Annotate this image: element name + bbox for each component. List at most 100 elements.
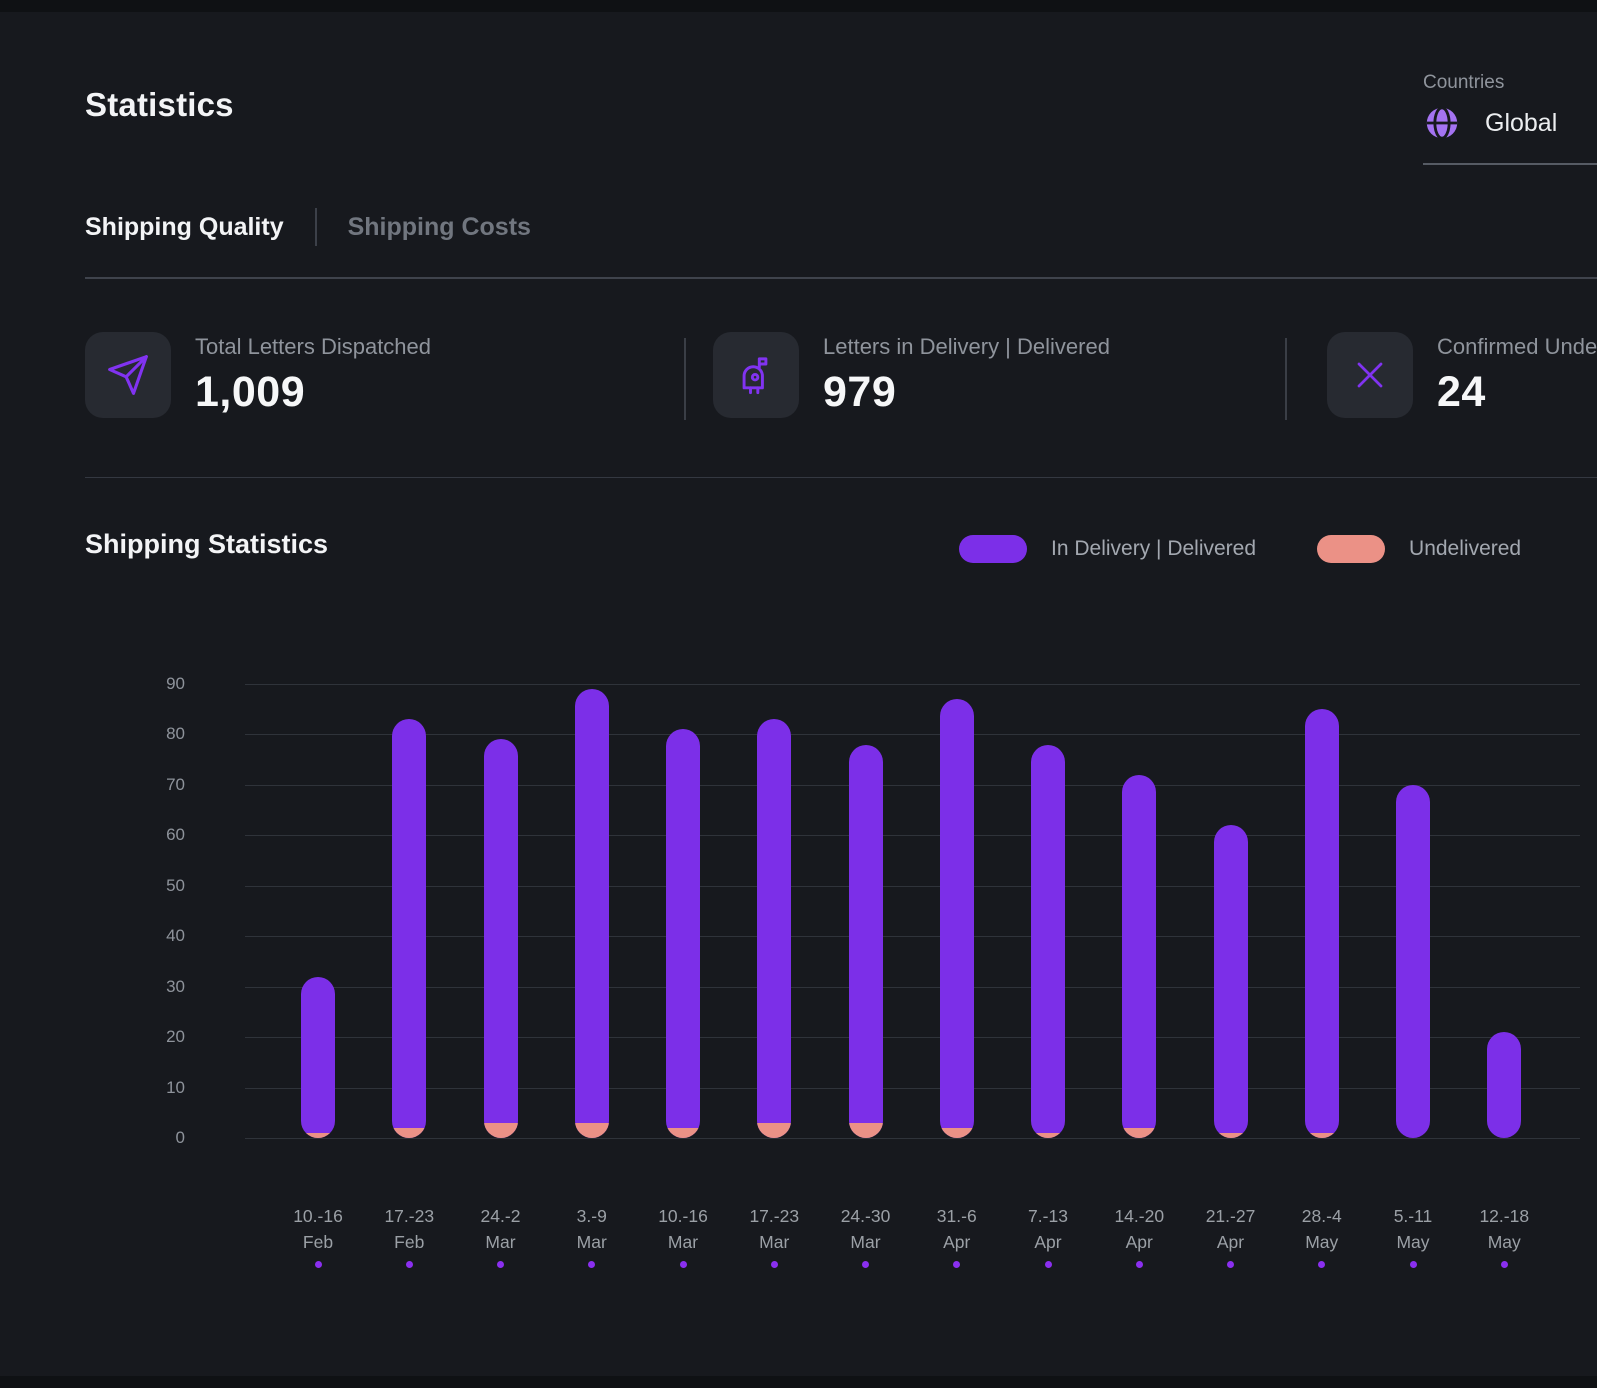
x-tick-dot bbox=[1135, 1260, 1143, 1268]
grid-line bbox=[245, 936, 1580, 938]
window-top-edge bbox=[0, 0, 1597, 12]
bar-week-6 bbox=[757, 719, 792, 1138]
bar-undelivered-segment bbox=[666, 1127, 700, 1138]
x-tick-label: 17.-23 Mar bbox=[749, 1206, 800, 1252]
y-tick-label: 70 bbox=[166, 774, 185, 794]
bar-undelivered-segment bbox=[848, 1122, 883, 1138]
bar-week-3 bbox=[483, 739, 518, 1138]
bar-undelivered-segment bbox=[1304, 1132, 1339, 1138]
x-tick-label: 12.-18 May bbox=[1479, 1206, 1530, 1252]
stat-card-dispatched: Total Letters Dispatched 1,009 bbox=[85, 332, 431, 418]
x-tick-label: 24.-30 Mar bbox=[840, 1206, 891, 1252]
y-tick-label: 60 bbox=[166, 825, 185, 845]
x-tick-dot bbox=[1318, 1260, 1326, 1268]
x-tick-dot bbox=[862, 1260, 869, 1268]
y-tick-label: 10 bbox=[166, 1077, 185, 1097]
bar-week-8 bbox=[939, 699, 974, 1138]
legend-swatch-undelivered bbox=[1317, 535, 1386, 563]
x-tick-dot bbox=[1044, 1260, 1052, 1268]
x-tick-dot bbox=[1409, 1260, 1417, 1268]
x-tick-label: 31.-6 Apr bbox=[936, 1206, 977, 1252]
bar-week-13 bbox=[1396, 784, 1430, 1138]
stat-card-undelivered: Confirmed Undelivered 24 bbox=[1327, 332, 1597, 418]
x-tick-dot bbox=[588, 1260, 596, 1268]
grid-line bbox=[245, 684, 1580, 685]
countries-label: Countries bbox=[1423, 72, 1505, 93]
x-tick-dot bbox=[314, 1260, 322, 1268]
stat-card-in-delivery: Letters in Delivery | Delivered 979 bbox=[713, 332, 1110, 418]
x-tick-label: 5.-11 May bbox=[1393, 1206, 1433, 1252]
bar-week-4 bbox=[574, 689, 609, 1138]
y-tick-label: 50 bbox=[166, 875, 185, 895]
x-tick-dot bbox=[1227, 1260, 1234, 1268]
x-tick-label: 10.-16 Mar bbox=[658, 1206, 708, 1252]
grid-line bbox=[245, 784, 1580, 786]
country-select-underline bbox=[1423, 163, 1597, 165]
x-tick-dot bbox=[770, 1260, 778, 1268]
grid-line bbox=[245, 835, 1580, 837]
bar-week-10 bbox=[1122, 774, 1157, 1138]
bar-week-9 bbox=[1031, 744, 1065, 1138]
y-tick-label: 0 bbox=[175, 1128, 185, 1147]
x-tick-label: 17.-23 Feb bbox=[384, 1206, 435, 1252]
bar-undelivered-segment bbox=[1213, 1132, 1248, 1138]
bar-week-7 bbox=[848, 744, 883, 1138]
tab-divider bbox=[314, 208, 317, 246]
bar-undelivered-segment bbox=[1122, 1127, 1157, 1138]
tab-shipping-quality[interactable]: Shipping Quality bbox=[85, 212, 284, 241]
globe-icon bbox=[1426, 106, 1458, 140]
y-tick-label: 40 bbox=[166, 926, 185, 946]
legend-item-delivered: In Delivery | Delivered bbox=[959, 535, 1256, 563]
bar-week-2 bbox=[392, 719, 427, 1138]
tabs-rule bbox=[85, 277, 1597, 279]
y-tick-label: 80 bbox=[166, 724, 185, 744]
grid-line bbox=[245, 1138, 1580, 1139]
card-divider bbox=[1285, 338, 1287, 420]
legend-label: In Delivery | Delivered bbox=[1051, 537, 1257, 560]
x-tick-label: 21.-27 Apr bbox=[1205, 1206, 1256, 1252]
country-select[interactable]: Global bbox=[1423, 104, 1557, 142]
bar-undelivered-segment bbox=[574, 1122, 609, 1138]
mailbox-icon bbox=[713, 332, 799, 418]
stat-label: Letters in Delivery | Delivered bbox=[823, 334, 1110, 359]
y-tick-label: 90 bbox=[166, 674, 185, 693]
x-icon bbox=[1327, 332, 1413, 418]
y-tick-label: 30 bbox=[166, 976, 185, 996]
bar-week-14 bbox=[1487, 1032, 1522, 1138]
stat-label: Confirmed Undelivered bbox=[1437, 334, 1597, 359]
x-tick-label: 28.-4 May bbox=[1301, 1206, 1342, 1252]
cards-rule bbox=[85, 477, 1597, 478]
x-tick-label: 3.-9 Mar bbox=[576, 1206, 607, 1252]
bar-undelivered-segment bbox=[392, 1127, 427, 1138]
bar-undelivered-segment bbox=[301, 1132, 335, 1138]
x-tick-label: 24.-2 Mar bbox=[480, 1206, 521, 1252]
grid-line bbox=[245, 1037, 1580, 1039]
bar-week-1 bbox=[301, 976, 335, 1138]
tab-bar: Shipping Quality Shipping Costs bbox=[85, 208, 531, 246]
x-tick-label: 10.-16 Feb bbox=[293, 1206, 343, 1252]
bar-week-12 bbox=[1304, 709, 1339, 1138]
bar-undelivered-segment bbox=[483, 1122, 518, 1138]
grid-line bbox=[245, 734, 1580, 736]
legend-item-undelivered: Undelivered bbox=[1317, 535, 1521, 563]
bar-undelivered-segment bbox=[1031, 1132, 1065, 1138]
countries-selector[interactable]: Countries Global bbox=[1423, 72, 1557, 142]
grid-line bbox=[245, 885, 1580, 887]
y-tick-label: 20 bbox=[166, 1027, 185, 1047]
bar-week-11 bbox=[1213, 825, 1248, 1138]
x-tick-dot bbox=[953, 1260, 961, 1268]
x-tick-dot bbox=[1500, 1260, 1508, 1268]
stat-value: 979 bbox=[823, 368, 897, 416]
send-icon bbox=[85, 332, 171, 418]
country-value: Global bbox=[1485, 108, 1558, 137]
x-tick-dot bbox=[497, 1260, 504, 1268]
card-divider bbox=[684, 338, 686, 420]
x-tick-label: 14.-20 Apr bbox=[1114, 1206, 1165, 1252]
grid-line bbox=[245, 1087, 1580, 1089]
x-tick-label: 7.-13 Apr bbox=[1028, 1206, 1068, 1252]
legend-swatch-delivered bbox=[959, 535, 1027, 563]
bar-undelivered-segment bbox=[757, 1122, 792, 1138]
page-title: Statistics bbox=[85, 86, 234, 123]
x-tick-dot bbox=[405, 1260, 413, 1268]
tab-shipping-costs[interactable]: Shipping Costs bbox=[347, 212, 531, 241]
